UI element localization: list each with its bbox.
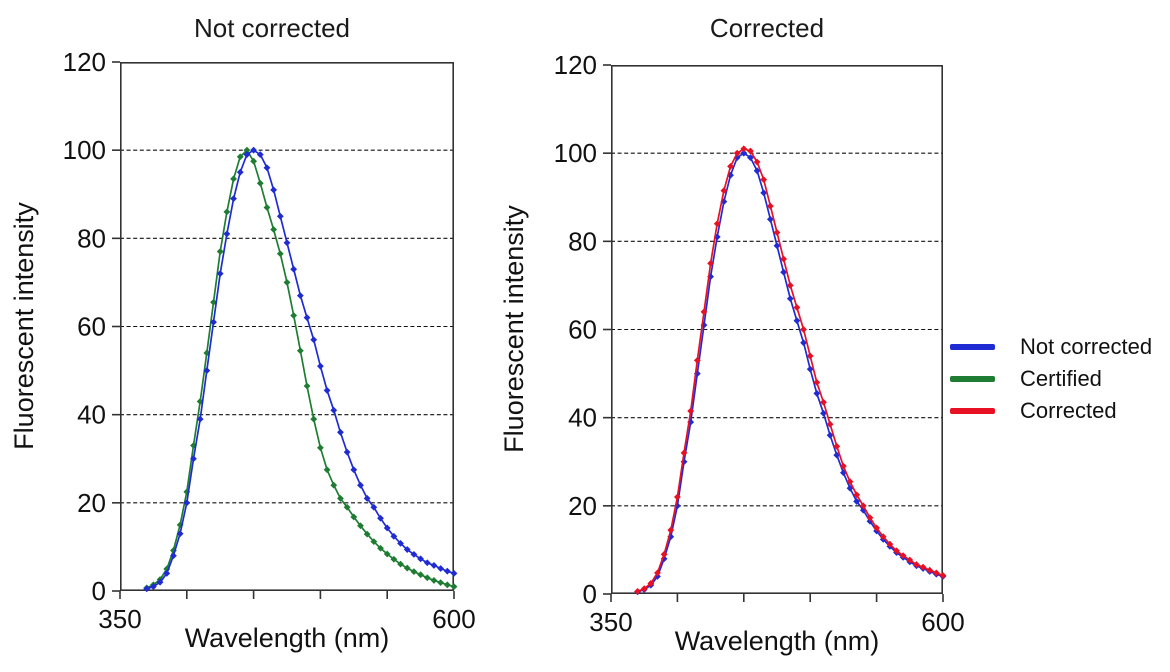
legend-item-certified: Certified [950, 363, 1152, 395]
series-line-not-corrected [637, 152, 944, 593]
legend: Not corrected Certified Corrected [950, 331, 1152, 427]
legend-swatch-not-corrected-icon [950, 344, 995, 350]
y-tick-label-60: 60 [77, 312, 106, 342]
x-axis-title-left: Wavelength (nm) [184, 623, 390, 653]
legend-swatch-corrected-icon [950, 408, 995, 414]
series-line-certified [146, 148, 455, 589]
legend-item-corrected: Corrected [950, 395, 1152, 427]
x-axis-title-right: Wavelength (nm) [674, 626, 880, 656]
y-axis-title-left: Fluorescent intensity [9, 202, 39, 450]
y-tick-label-100: 100 [554, 138, 597, 168]
x-tick-600-right: 600 [921, 607, 965, 637]
legend-label-not-corrected: Not corrected [1020, 334, 1153, 359]
plot-area-not-corrected: 0 20 40 60 80 100 120 [63, 47, 458, 606]
y-tick-label-0: 0 [583, 579, 597, 609]
chart-title-not-corrected: Not corrected [193, 13, 351, 43]
legend-item-not-corrected: Not corrected [950, 331, 1152, 363]
y-tick-label-120: 120 [63, 47, 106, 77]
x-tick-600-left: 600 [432, 604, 476, 634]
legend-swatch-certified-icon [950, 376, 995, 382]
y-tick-label-20: 20 [77, 488, 106, 518]
legend-label-corrected: Corrected [1020, 398, 1117, 423]
plot-area-corrected: 0 20 40 60 80 100 120 [554, 50, 947, 609]
chart-title-corrected: Corrected [709, 13, 825, 43]
y-tick-label-40: 40 [77, 400, 106, 430]
series-markers-not-corrected [634, 149, 947, 596]
legend-label-certified: Certified [1020, 366, 1102, 391]
y-tick-label-60: 60 [568, 315, 597, 345]
series-line-not-corrected [146, 149, 455, 590]
series-markers-certified [143, 146, 458, 592]
y-tick-label-20: 20 [568, 491, 597, 521]
plot-border [611, 65, 943, 595]
series-markers-corrected [634, 145, 947, 595]
y-tick-label-40: 40 [568, 403, 597, 433]
y-axis-title-right: Fluorescent intensity [499, 205, 529, 453]
series-markers-not-corrected [143, 146, 458, 593]
x-tick-350-right: 350 [589, 607, 633, 637]
y-tick-label-120: 120 [554, 50, 597, 80]
y-tick-label-0: 0 [92, 576, 106, 606]
x-tick-350-left: 350 [98, 604, 142, 634]
series-line-corrected [637, 147, 944, 593]
y-tick-label-80: 80 [77, 223, 106, 253]
plot-border [120, 62, 454, 592]
y-tick-label-100: 100 [63, 135, 106, 165]
y-tick-label-80: 80 [568, 226, 597, 256]
